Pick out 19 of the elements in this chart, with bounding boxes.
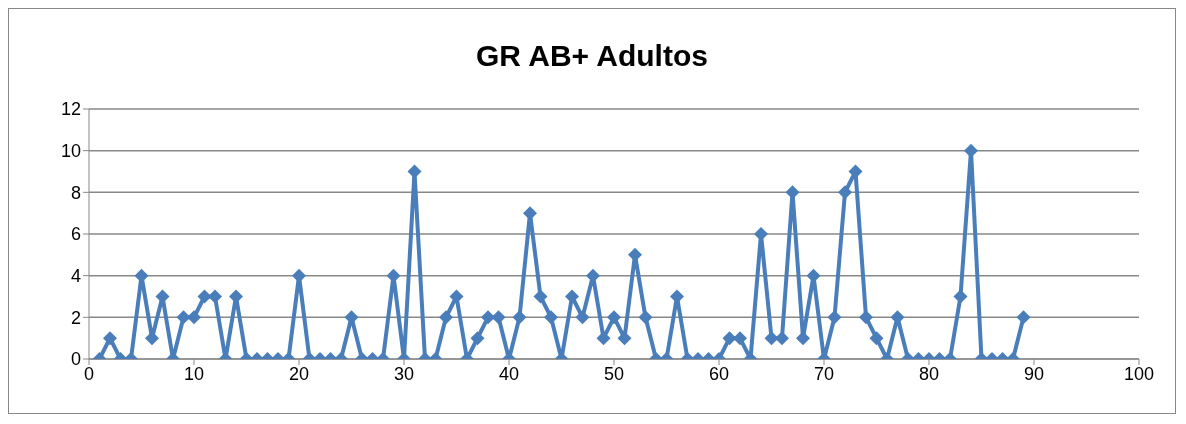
x-tick-label: 90 [1023, 363, 1045, 384]
y-tick-label: 12 [60, 99, 81, 120]
y-tick-label: 8 [70, 182, 81, 203]
y-tick-label: 0 [70, 349, 81, 370]
x-tick-label: 40 [498, 363, 520, 384]
x-tick-label: 0 [83, 363, 95, 384]
y-tick-label: 4 [70, 266, 81, 287]
y-tick-label: 6 [70, 224, 81, 245]
x-tick-label: 10 [183, 363, 205, 384]
x-tick-label: 100 [1123, 363, 1155, 384]
y-tick-label: 2 [70, 307, 81, 328]
x-tick-label: 50 [603, 363, 625, 384]
x-tick-label: 60 [708, 363, 730, 384]
x-tick-label: 30 [393, 363, 415, 384]
chart-title: GR AB+ Adultos [475, 39, 709, 74]
x-tick-label: 80 [918, 363, 940, 384]
x-tick-label: 70 [813, 363, 835, 384]
y-tick-label: 10 [60, 141, 81, 162]
x-tick-label: 20 [288, 363, 310, 384]
